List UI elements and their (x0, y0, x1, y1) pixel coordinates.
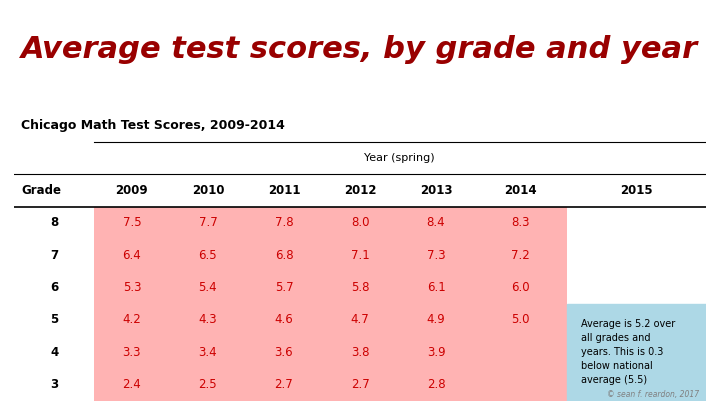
Text: Average test scores, by grade and year: Average test scores, by grade and year (22, 35, 698, 64)
Text: 5.7: 5.7 (274, 281, 293, 294)
Text: 7.3: 7.3 (427, 249, 446, 262)
Text: 5: 5 (50, 313, 58, 326)
Text: 2015: 2015 (620, 184, 653, 197)
Text: 8.3: 8.3 (511, 216, 530, 229)
Text: Year (spring): Year (spring) (364, 153, 435, 163)
Text: 7: 7 (50, 249, 58, 262)
Text: Average is 5.2 over
all grades and
years. This is 0.3
below national
average (5.: Average is 5.2 over all grades and years… (581, 320, 675, 385)
Text: 4: 4 (50, 346, 58, 359)
Text: 3.6: 3.6 (274, 346, 293, 359)
Text: 4.2: 4.2 (122, 313, 141, 326)
Text: 8: 8 (50, 216, 58, 229)
Text: 7.1: 7.1 (351, 249, 369, 262)
Text: 5.8: 5.8 (351, 281, 369, 294)
Text: 3.9: 3.9 (427, 346, 446, 359)
Text: 7.5: 7.5 (122, 216, 141, 229)
Text: 6.5: 6.5 (199, 249, 217, 262)
Bar (567, 304, 706, 401)
Text: 3.3: 3.3 (122, 346, 141, 359)
Text: 6.4: 6.4 (122, 249, 141, 262)
Text: 4.9: 4.9 (427, 313, 446, 326)
Text: © sean f. reardon, 2017: © sean f. reardon, 2017 (606, 390, 698, 399)
Text: 2.7: 2.7 (274, 378, 293, 391)
Text: 2011: 2011 (268, 184, 300, 197)
Text: 5.3: 5.3 (122, 281, 141, 294)
Text: 8.0: 8.0 (351, 216, 369, 229)
Text: 2.4: 2.4 (122, 378, 141, 391)
Text: 7.7: 7.7 (199, 216, 217, 229)
Text: 3.4: 3.4 (199, 346, 217, 359)
Text: 3: 3 (50, 378, 58, 391)
Text: 7.2: 7.2 (511, 249, 530, 262)
Text: 5.0: 5.0 (511, 313, 530, 326)
Text: 6.1: 6.1 (427, 281, 446, 294)
Text: 4.6: 4.6 (274, 313, 293, 326)
Text: 6: 6 (50, 281, 58, 294)
Text: 4.3: 4.3 (199, 313, 217, 326)
Text: 3.8: 3.8 (351, 346, 369, 359)
Text: 2014: 2014 (505, 184, 537, 197)
Text: 2.7: 2.7 (351, 378, 369, 391)
Text: 2013: 2013 (420, 184, 452, 197)
Bar (94, 207, 567, 401)
Text: 8.4: 8.4 (427, 216, 446, 229)
Text: 4.7: 4.7 (351, 313, 369, 326)
Text: 5.4: 5.4 (199, 281, 217, 294)
Text: 6.0: 6.0 (511, 281, 530, 294)
Text: 6.8: 6.8 (274, 249, 293, 262)
Text: 2.5: 2.5 (199, 378, 217, 391)
Text: 2009: 2009 (116, 184, 148, 197)
Text: 2.8: 2.8 (427, 378, 446, 391)
Text: 2012: 2012 (343, 184, 377, 197)
Text: Chicago Math Test Scores, 2009-2014: Chicago Math Test Scores, 2009-2014 (22, 119, 285, 132)
Text: 2010: 2010 (192, 184, 224, 197)
Text: Grade: Grade (22, 184, 61, 197)
Text: 7.8: 7.8 (274, 216, 293, 229)
